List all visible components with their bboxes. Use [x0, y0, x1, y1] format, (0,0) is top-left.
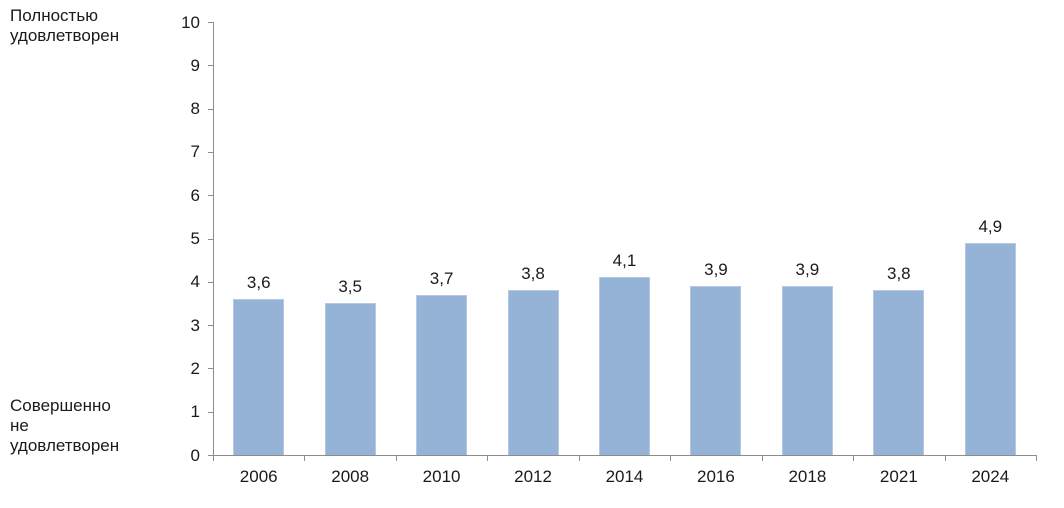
bar-value-label: 3,6: [246, 273, 271, 293]
bar-2024: [964, 242, 1016, 455]
bar-slot: 3,9: [670, 22, 761, 455]
y-axis-top-label-line2: удовлетворен: [10, 26, 120, 45]
bar-value-label: 4,1: [612, 251, 637, 271]
x-axis-tick: [213, 456, 214, 461]
y-axis-tick: [208, 238, 213, 240]
y-axis-tick: [208, 22, 213, 23]
bar-slot: 4,9: [945, 22, 1036, 455]
x-axis-tick: [304, 456, 306, 461]
bar-2018: [781, 286, 833, 455]
bar-value-label: 3,8: [887, 264, 911, 284]
x-axis-tick: [1036, 456, 1037, 461]
y-axis-tick: [208, 325, 213, 327]
y-axis-tick-label: 3: [190, 315, 200, 335]
bar-slot: 3,9: [762, 22, 853, 455]
y-axis-tick-label: 2: [190, 358, 200, 378]
x-axis-label: 2010: [422, 467, 461, 486]
bar-slot: 3,5: [304, 22, 395, 455]
y-axis-tick-label: 5: [190, 229, 200, 248]
x-axis-tick: [487, 456, 489, 461]
y-axis-top-label: Полностью удовлетворен: [10, 6, 119, 46]
y-axis-tick-label: 6: [190, 185, 200, 205]
y-axis-tick: [208, 411, 213, 413]
y-axis-tick-label: 7: [190, 142, 200, 162]
bar-2021: [873, 290, 925, 455]
bar-value-label: 3,9: [704, 260, 728, 280]
bar-2012: [507, 290, 559, 455]
bar-2014: [598, 277, 650, 455]
x-axis-tick: [578, 456, 580, 461]
y-axis-tick: [208, 65, 213, 67]
bar-value-label: 4,9: [978, 216, 1003, 236]
x-axis-label: 2014: [605, 467, 644, 486]
bar-2010: [416, 294, 468, 455]
x-axis-tick: [944, 456, 946, 461]
y-axis-tick-label: 1: [190, 402, 200, 422]
x-axis-tick: [395, 456, 397, 461]
bar-value-label: 3,7: [429, 268, 454, 288]
x-axis-tick: [670, 456, 672, 461]
x-axis-label: 2006: [239, 467, 278, 486]
bar-slot: 3,8: [853, 22, 944, 455]
y-axis-bottom-label: Совершенно не удовлетворен: [10, 396, 119, 456]
y-axis-bottom-label-line3: удовлетворен: [10, 436, 120, 455]
y-axis-line: [213, 22, 214, 461]
x-axis-label: 2012: [514, 467, 552, 486]
x-axis-tick: [853, 456, 855, 461]
x-axis-label: 2016: [697, 467, 735, 486]
y-axis-tick: [208, 108, 213, 110]
y-axis-top-label-line1: Полностью: [10, 6, 98, 25]
bar-slot: 4,1: [579, 22, 670, 455]
x-axis-tick: [761, 456, 763, 461]
y-axis-tick-label: 9: [190, 55, 200, 75]
x-axis-line: [213, 455, 1037, 456]
y-axis-tick: [208, 151, 213, 153]
bar-slot: 3,7: [396, 22, 487, 455]
bar-slot: 3,6: [213, 22, 304, 455]
bar-slot: 3,8: [487, 22, 578, 455]
y-axis-tick: [208, 281, 213, 283]
y-axis-tick-label: 8: [190, 99, 200, 119]
x-axis-label: 2018: [788, 467, 827, 486]
x-axis-label: 2008: [331, 467, 370, 486]
bar-value-label: 3,8: [521, 264, 545, 284]
bar-value-label: 3,5: [338, 277, 362, 297]
bar-value-label: 3,9: [795, 260, 820, 280]
y-axis-bottom-label-line1: Совершенно: [10, 396, 111, 415]
bar-2016: [690, 286, 742, 455]
x-axis-label: 2021: [879, 467, 918, 486]
y-axis-bottom-label-line2: не: [10, 416, 29, 435]
y-axis-tick: [208, 455, 213, 456]
x-axis-label: 2024: [971, 467, 1010, 486]
y-axis-tick-label: 4: [190, 272, 200, 292]
y-axis-tick-label: 10: [181, 12, 200, 32]
y-axis-tick: [208, 195, 213, 197]
bar-2006: [233, 299, 285, 455]
y-axis-tick-label: 0: [190, 445, 200, 465]
bar-2008: [324, 303, 376, 455]
y-axis-tick: [208, 368, 213, 370]
